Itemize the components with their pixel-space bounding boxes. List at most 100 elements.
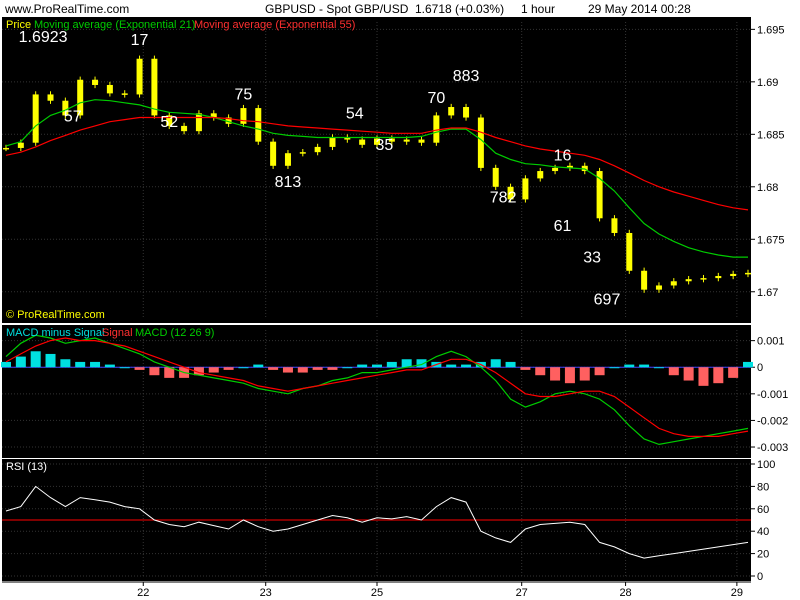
macd-hist-bar (149, 367, 160, 376)
price-candle (492, 167, 499, 187)
x-tick-label: 25 (371, 587, 383, 599)
instrument-name: GBPUSD - Spot GBP/USD (265, 2, 409, 16)
price-candle (225, 117, 232, 124)
macd-y-axis: 0.001 0 -0.001 -0.002 -0.003 (751, 336, 788, 454)
macd-hist-bar (372, 364, 382, 368)
y-tick-label: 80 (757, 481, 769, 493)
price-candle (418, 139, 425, 143)
macd-hist-bar (297, 367, 308, 373)
price-candle (195, 113, 202, 132)
price-candle (329, 137, 336, 147)
macd-hist-bar (60, 359, 71, 368)
y-tick-label: -0.001 (757, 389, 788, 401)
price-annotation: 54 (346, 106, 364, 123)
price-candle (537, 171, 544, 179)
macd-hist-bar (253, 364, 264, 368)
y-tick-label: 0.001 (757, 336, 785, 348)
price-annotation: 57 (64, 109, 82, 126)
price-annotation: 16 (554, 148, 572, 165)
price-candle (47, 94, 54, 101)
macd-hist-bar (401, 359, 412, 368)
macd-hist-bar (327, 367, 338, 370)
price-candle (655, 285, 662, 290)
macd-hist-bar (208, 367, 219, 373)
price-candle (17, 142, 24, 148)
price-annotation: 33 (583, 249, 601, 266)
legend-macd-signal: Signal (102, 327, 133, 339)
y-tick-label: -0.003 (757, 442, 788, 454)
price-candle (240, 108, 247, 124)
price-candle (552, 167, 559, 172)
site-link[interactable]: www.ProRealTime.com (5, 2, 130, 16)
price-candle (641, 270, 648, 290)
price-candle (745, 272, 751, 275)
y-tick-label: 20 (757, 549, 769, 561)
macd-hist-bar (624, 364, 635, 368)
macd-hist-bar (713, 367, 724, 384)
macd-hist-bar (683, 367, 694, 381)
rsi-panel: 100 80 60 40 20 0 RSI (13) (2, 459, 775, 583)
y-tick-label: 1.695 (757, 24, 785, 36)
price-candle (433, 115, 440, 143)
x-tick-label: 28 (619, 587, 631, 599)
legend-rsi: RSI (13) (6, 461, 47, 473)
price-candle (596, 171, 603, 219)
price-candle (388, 138, 395, 142)
price-candle (136, 58, 143, 95)
price-annotation: 75 (235, 87, 253, 104)
macd-hist-bar (386, 361, 397, 368)
macd-hist-bar (728, 367, 739, 378)
macd-hist-bar (119, 367, 130, 369)
macd-hist-bar (564, 367, 575, 384)
price-grid (2, 22, 751, 318)
price-candle (106, 84, 113, 94)
macd-hist-bar (535, 367, 546, 376)
macd-hist-bar (15, 356, 26, 368)
price-candle (566, 165, 573, 168)
price-candle (700, 278, 707, 280)
legend-price: Price (6, 19, 31, 31)
macd-hist-bar (238, 367, 249, 369)
price-candle (403, 139, 410, 142)
price-candle (374, 138, 380, 145)
ema55-line (5, 116, 749, 211)
macd-line (5, 334, 749, 446)
macd-hist-bar (193, 367, 204, 376)
price-annotation: 883 (453, 68, 480, 85)
price-candle (344, 137, 351, 140)
price-candle (448, 107, 455, 116)
ema21-line (5, 99, 748, 258)
price-candle (181, 125, 188, 132)
price-annotation: 17 (131, 32, 149, 49)
y-tick-label: 1.68 (757, 182, 778, 194)
chart-header: www.ProRealTime.com GBPUSD - Spot GBP/US… (0, 0, 800, 17)
price-candle (507, 186, 514, 200)
macd-hist-bar (223, 367, 234, 370)
y-tick-label: 40 (757, 526, 769, 538)
macd-hist-bar (30, 351, 41, 368)
macd-hist-bar (282, 367, 293, 373)
price-candle (62, 100, 69, 116)
macd-hist-bar (164, 367, 175, 378)
x-axis: 22 23 25 27 28 29 (2, 581, 751, 599)
y-tick-label: -0.002 (757, 415, 788, 427)
timeframe[interactable]: 1 hour (521, 2, 556, 16)
macd-hist-bar (520, 367, 531, 370)
y-tick-label: 60 (757, 504, 769, 516)
macd-hist-bar (268, 367, 279, 370)
rsi-line (5, 485, 749, 559)
price-candle (121, 93, 128, 95)
x-tick-label: 29 (731, 587, 743, 599)
macd-histogram (1, 351, 753, 386)
price-annotation: 61 (554, 218, 572, 235)
signal-line (5, 337, 749, 437)
legend-macd-hist: MACD minus Signal (6, 327, 104, 339)
price-candle (255, 108, 262, 142)
price-panel: 1.695 1.69 1.685 1.68 1.675 1.67 1.6923 17 57 52… (2, 17, 785, 323)
macd-hist-bar (416, 359, 427, 368)
macd-hist-bar (698, 367, 709, 386)
macd-hist-bar (90, 361, 101, 368)
y-tick-label: 1.675 (757, 234, 785, 246)
y-tick-label: 0 (757, 362, 763, 374)
